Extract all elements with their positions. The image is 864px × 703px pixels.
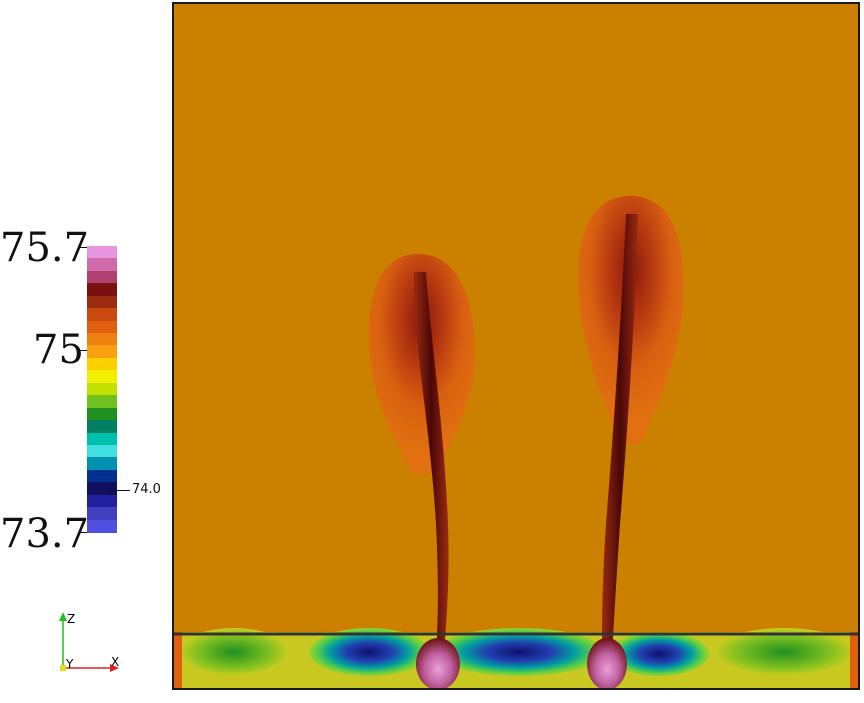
colorbar-band bbox=[87, 270, 117, 285]
colorbar-band bbox=[87, 482, 117, 497]
colorbar-annotation-tick bbox=[110, 490, 130, 491]
colorbar-band bbox=[87, 519, 117, 534]
colorbar-band bbox=[87, 345, 117, 360]
colorbar-band bbox=[87, 469, 117, 484]
colorbar-band bbox=[87, 320, 117, 335]
lower-cell-1 bbox=[309, 628, 429, 676]
lower-edge-left bbox=[174, 632, 182, 688]
colorbar-tick-min bbox=[80, 532, 87, 533]
colorbar-band bbox=[87, 395, 117, 410]
colorbar-min-label: 73.7 bbox=[0, 511, 90, 557]
colorbar-tick-max bbox=[80, 247, 87, 248]
colorbar-band bbox=[87, 494, 117, 509]
y-axis-label: Y bbox=[65, 657, 74, 671]
z-axis-arrow bbox=[59, 612, 67, 621]
plume-foot-left bbox=[416, 638, 460, 688]
plume-foot-right bbox=[587, 638, 627, 688]
colorbar-band bbox=[87, 295, 117, 310]
lower-cell-2 bbox=[434, 628, 604, 676]
colorbar-max-label: 75.7 bbox=[0, 225, 90, 271]
lower-cell-left bbox=[179, 628, 289, 676]
plume-stem-right bbox=[602, 214, 638, 654]
lower-cell-3 bbox=[609, 632, 709, 676]
x-axis-label: X bbox=[111, 655, 119, 669]
colorbar-band bbox=[87, 420, 117, 434]
colorbar-band bbox=[87, 507, 117, 521]
colorbar-band bbox=[87, 283, 117, 298]
colorbar bbox=[87, 246, 117, 534]
colorbar-band bbox=[87, 357, 117, 372]
render-viewport[interactable] bbox=[172, 2, 860, 690]
plume-stem-left bbox=[413, 272, 449, 654]
colorbar-mid-label: 75 bbox=[33, 327, 84, 373]
x-axis-arrow bbox=[110, 664, 119, 672]
colorbar-band bbox=[87, 382, 117, 397]
colorbar-tick-mid bbox=[80, 350, 87, 351]
colorbar-band bbox=[87, 407, 117, 422]
colorbar-band bbox=[87, 370, 117, 385]
colorbar-annotation-label: 74.0 bbox=[132, 482, 161, 497]
orientation-axes: Z Y X bbox=[55, 608, 135, 678]
colorbar-band bbox=[87, 308, 117, 323]
colorbar-band bbox=[87, 444, 117, 459]
colorbar-band bbox=[87, 457, 117, 472]
lower-edge-right bbox=[850, 632, 858, 688]
lower-cell-right bbox=[714, 628, 854, 676]
colorbar-band bbox=[87, 432, 117, 447]
colorbar-band bbox=[87, 258, 117, 273]
colorbar-band bbox=[87, 333, 117, 347]
z-axis-label: Z bbox=[67, 612, 75, 626]
field-background bbox=[174, 4, 858, 688]
y-axis-marker bbox=[60, 665, 66, 671]
colorbar-band bbox=[87, 246, 117, 260]
